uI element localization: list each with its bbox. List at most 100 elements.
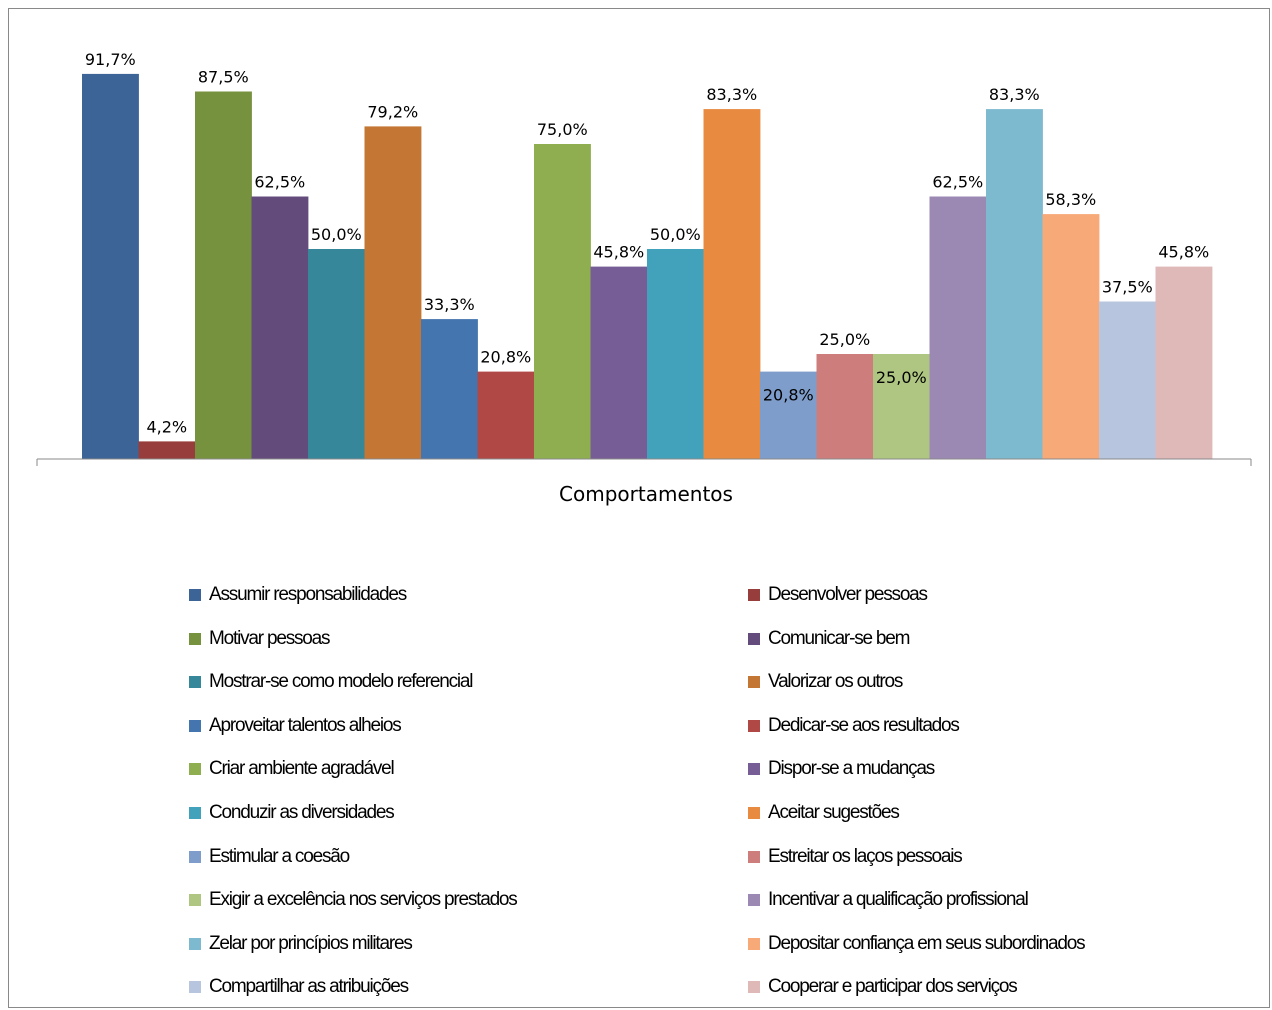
legend-label-6: Valorizar os outros bbox=[768, 671, 903, 693]
bar-1 bbox=[82, 73, 139, 460]
legend-item-4: Comunicar-se bem bbox=[748, 627, 911, 651]
legend-swatch-7 bbox=[189, 719, 201, 732]
legend-item-12: Aceitar sugestões bbox=[748, 801, 900, 825]
data-label-17: 83,3% bbox=[989, 85, 1040, 104]
data-label-1: 91,7% bbox=[85, 50, 136, 69]
data-label-6: 79,2% bbox=[367, 102, 418, 121]
bar-12 bbox=[703, 109, 761, 459]
legend-swatch-14 bbox=[748, 850, 760, 863]
bar-11 bbox=[647, 249, 704, 459]
legend-item-13: Estimular a coesão bbox=[189, 845, 350, 869]
legend-label-1: Assumir responsabilidades bbox=[209, 584, 407, 605]
legend-label-12: Aceitar sugestões bbox=[768, 802, 900, 823]
bar-19 bbox=[1099, 301, 1156, 459]
data-label-20: 45,8% bbox=[1158, 243, 1209, 262]
data-label-4: 62,5% bbox=[254, 173, 305, 192]
legend-swatch-2 bbox=[748, 589, 760, 601]
legend-label-7: Aproveitar talentos alheios bbox=[209, 714, 402, 736]
legend-swatch-15 bbox=[189, 894, 201, 907]
legend-label-17: Zelar por princípios militares bbox=[209, 932, 413, 954]
data-label-13: 20,8% bbox=[763, 386, 814, 405]
bar-7 bbox=[421, 319, 478, 459]
legend-label-9: Criar ambiente agradável bbox=[209, 758, 395, 780]
data-label-14: 25,0% bbox=[819, 330, 870, 349]
legend-item-15: Exigir a excelência nos serviços prestad… bbox=[189, 888, 518, 912]
legend-swatch-13 bbox=[189, 850, 201, 863]
data-label-10: 45,8% bbox=[593, 243, 644, 262]
legend-label-20: Cooperar e participar dos serviços bbox=[768, 976, 1018, 998]
data-label-9: 75,0% bbox=[537, 120, 588, 139]
legend-swatch-10 bbox=[748, 763, 760, 776]
legend-swatch-6 bbox=[748, 676, 760, 689]
legend-item-18: Depositar confiança em seus subordinados bbox=[748, 932, 1086, 956]
x-axis-category-label: Comportamentos bbox=[559, 482, 733, 506]
legend-label-2: Desenvolver pessoas bbox=[768, 584, 928, 605]
bar-14 bbox=[816, 354, 874, 459]
legend-item-11: Conduzir as diversidades bbox=[189, 801, 395, 825]
data-label-19: 37,5% bbox=[1102, 278, 1153, 297]
bar-15 bbox=[873, 354, 930, 459]
legend-swatch-19 bbox=[189, 981, 201, 994]
legend-label-16: Incentivar a qualificação profissional bbox=[768, 889, 1029, 911]
data-label-12: 83,3% bbox=[706, 85, 757, 104]
legend-swatch-3 bbox=[189, 632, 201, 645]
data-label-7: 33,3% bbox=[424, 295, 475, 314]
data-label-18: 58,3% bbox=[1045, 190, 1096, 209]
data-labels-group: 91,7% 4,2% 87,5% 62,5% 50,0% 79,2% 33,3% 20,8% 7… bbox=[85, 50, 1209, 436]
legend-item-6: Valorizar os outros bbox=[748, 670, 903, 694]
bar-5 bbox=[308, 249, 365, 459]
data-label-3: 87,5% bbox=[198, 68, 249, 87]
legend-item-7: Aproveitar talentos alheios bbox=[189, 714, 402, 738]
legend-swatch-17 bbox=[189, 937, 201, 950]
legend-item-10: Dispor-se a mudanças bbox=[748, 757, 935, 781]
bar-20 bbox=[1155, 266, 1213, 459]
chart-frame: 91,7% 4,2% 87,5% 62,5% 50,0% 79,2% 33,3% 20,8% 7… bbox=[8, 8, 1270, 1008]
data-label-2: 4,2% bbox=[146, 417, 187, 436]
bar-3 bbox=[195, 91, 252, 459]
legend-swatch-4 bbox=[748, 632, 760, 645]
legend-item-14: Estreitar os laços pessoais bbox=[748, 845, 963, 869]
legend-item-3: Motivar pessoas bbox=[189, 627, 331, 651]
legend-swatch-9 bbox=[189, 763, 201, 776]
bar-18 bbox=[1042, 214, 1100, 459]
bar-17 bbox=[986, 109, 1043, 459]
legend-label-8: Dedicar-se aos resultados bbox=[768, 714, 960, 736]
legend-item-8: Dedicar-se aos resultados bbox=[748, 714, 960, 738]
bar-6 bbox=[364, 126, 422, 460]
bars-group bbox=[82, 73, 1213, 460]
legend-swatch-1 bbox=[189, 589, 201, 601]
legend-item-17: Zelar por princípios militares bbox=[189, 932, 413, 956]
legend-label-14: Estreitar os laços pessoais bbox=[768, 845, 963, 867]
legend-item-2: Desenvolver pessoas bbox=[748, 583, 928, 607]
legend-item-19: Compartilhar as atribuições bbox=[189, 975, 409, 999]
legend-swatch-11 bbox=[189, 807, 201, 819]
data-label-11: 50,0% bbox=[650, 225, 701, 244]
legend-item-16: Incentivar a qualificação profissional bbox=[748, 888, 1029, 912]
legend-label-13: Estimular a coesão bbox=[209, 845, 350, 867]
legend-item-20: Cooperar e participar dos serviços bbox=[748, 975, 1018, 999]
legend-label-11: Conduzir as diversidades bbox=[209, 802, 395, 823]
legend-swatch-12 bbox=[748, 807, 760, 819]
legend-item-5: Mostrar-se como modelo referencial bbox=[189, 670, 474, 694]
legend-label-10: Dispor-se a mudanças bbox=[768, 758, 935, 780]
legend-label-18: Depositar confiança em seus subordinados bbox=[768, 932, 1086, 954]
legend-item-9: Criar ambiente agradável bbox=[189, 757, 395, 781]
bar-8 bbox=[477, 371, 535, 459]
data-label-8: 20,8% bbox=[480, 348, 531, 367]
bar-9 bbox=[534, 144, 591, 459]
legend-label-15: Exigir a excelência nos serviços prestad… bbox=[209, 889, 518, 911]
legend-swatch-16 bbox=[748, 894, 760, 907]
legend-label-19: Compartilhar as atribuições bbox=[209, 976, 409, 998]
legend-label-3: Motivar pessoas bbox=[209, 627, 331, 649]
legend-label-4: Comunicar-se bem bbox=[768, 627, 911, 649]
legend-item-1: Assumir responsabilidades bbox=[189, 583, 407, 607]
bar-13 bbox=[760, 371, 817, 459]
legend-label-5: Mostrar-se como modelo referencial bbox=[209, 671, 474, 693]
legend-swatch-8 bbox=[748, 719, 760, 732]
bar-4 bbox=[251, 196, 309, 459]
bar-chart: 91,7% 4,2% 87,5% 62,5% 50,0% 79,2% 33,3% 20,8% 7… bbox=[36, 50, 1252, 506]
data-label-15: 25,0% bbox=[876, 368, 927, 387]
legend-swatch-18 bbox=[748, 937, 760, 950]
legend-swatch-5 bbox=[189, 676, 201, 689]
data-label-16: 62,5% bbox=[932, 173, 983, 192]
